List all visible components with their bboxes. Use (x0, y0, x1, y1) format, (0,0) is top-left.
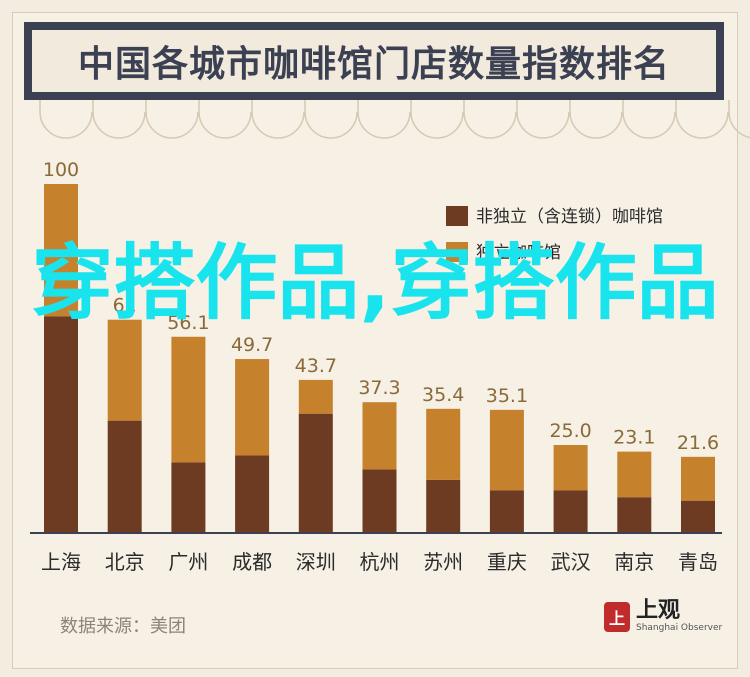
bar-segment-chain (617, 497, 652, 532)
bar-total-label: 56.1 (167, 312, 209, 334)
bar-total-label: 25.0 (549, 420, 591, 442)
bar-total-label: 61 (113, 295, 137, 317)
bar-segment-independent (362, 402, 397, 470)
awning-scallop (463, 111, 517, 139)
logo-subtitle: Shanghai Observer (636, 623, 723, 633)
awning-scallop (39, 111, 93, 139)
bar-segment-independent (426, 408, 461, 480)
source-note: 数据来源：美团 (60, 616, 186, 637)
bar-segment-independent (171, 336, 206, 463)
title-band: 中国各城市咖啡馆门店数量指数排名 (24, 22, 724, 100)
x-tick-label: 青岛 (678, 550, 718, 574)
x-tick-label: 深圳 (296, 550, 336, 574)
bar-segment-independent (298, 379, 333, 414)
chart-title: 中国各城市咖啡馆门店数量指数排名 (77, 44, 670, 85)
awning-scallop (516, 111, 570, 139)
bar-segment-chain (553, 490, 588, 532)
legend-swatch (446, 242, 468, 262)
awning-scallop (357, 111, 411, 139)
bar-segment-independent (617, 451, 652, 498)
bar-segment-chain (171, 462, 206, 532)
logo-name: 上观 (636, 598, 681, 623)
bar-total-label: 43.7 (295, 355, 337, 377)
publisher-logo: 上 上观 Shanghai Observer (604, 600, 722, 633)
bar-segment-chain (107, 420, 142, 532)
awning-scallop (622, 111, 676, 139)
x-tick-label: 南京 (614, 550, 654, 574)
x-tick-label: 上海 (41, 550, 81, 574)
legend-label: 非独立（含连锁）咖啡馆 (476, 207, 663, 227)
bar-segment-independent (235, 359, 270, 456)
bar-total-label: 21.6 (677, 432, 719, 454)
bar-segment-independent (489, 409, 524, 491)
awning-scallop (198, 111, 252, 139)
bar-total-label: 49.7 (231, 334, 273, 356)
bar-total-label: 35.4 (422, 384, 464, 406)
awning-scallop (410, 111, 464, 139)
logo-mark-icon: 上 (604, 601, 630, 632)
x-tick-label: 武汉 (551, 550, 591, 574)
awning-scallop (92, 111, 146, 139)
title-band-inner: 中国各城市咖啡馆门店数量指数排名 (32, 30, 716, 92)
bar-segment-independent (107, 319, 142, 421)
x-tick-label: 成都 (232, 550, 272, 574)
bar-segment-chain (489, 490, 524, 532)
awning-scallop (251, 111, 305, 139)
bar-segment-independent (44, 184, 78, 317)
x-tick-label: 北京 (105, 550, 145, 574)
x-tick-label: 苏州 (423, 550, 463, 574)
bar-segment-chain (235, 455, 270, 532)
awning-scallop (145, 111, 199, 139)
bar-total-label: 37.3 (358, 377, 400, 399)
legend-swatch (446, 206, 468, 226)
legend-label: 独立咖啡馆 (476, 243, 561, 263)
x-tick-label: 杭州 (360, 550, 400, 574)
bar-segment-chain (426, 479, 461, 532)
awning-scallop (675, 111, 729, 139)
bar-segment-chain (298, 413, 333, 532)
logo-text: 上观 Shanghai Observer (636, 600, 722, 633)
bar-segment-chain (681, 500, 715, 532)
bar-segment-chain (362, 469, 397, 532)
bar-total-label: 100 (43, 159, 79, 181)
x-tick-label: 重庆 (487, 550, 527, 574)
bar-segment-chain (44, 316, 78, 532)
awning-scallop (569, 111, 623, 139)
awning-scallop (728, 111, 750, 139)
bar-total-label: 35.1 (486, 385, 528, 407)
bar-segment-independent (553, 445, 588, 491)
bar-segment-independent (681, 456, 715, 501)
x-tick-label: 广州 (168, 550, 208, 574)
awning-scallop (304, 111, 358, 139)
bar-total-label: 23.1 (613, 427, 655, 449)
